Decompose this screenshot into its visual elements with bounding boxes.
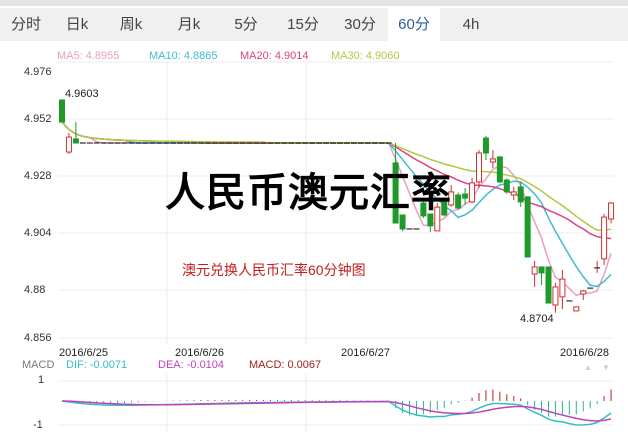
y-tick: 4.976 bbox=[24, 66, 52, 78]
tab-monthly[interactable]: 月k bbox=[177, 16, 201, 33]
candle-body bbox=[580, 290, 587, 295]
ma30-legend: MA30: 4.9060 bbox=[331, 50, 400, 62]
overlay-subtitle: 澳元兑换人民币汇率60分钟图 bbox=[182, 262, 366, 278]
candle-body bbox=[462, 193, 469, 199]
candle-body bbox=[601, 216, 608, 260]
candle-body bbox=[441, 199, 448, 216]
candle-body bbox=[72, 138, 79, 144]
candle-body bbox=[65, 136, 72, 153]
candle-body bbox=[455, 194, 462, 209]
period-tabs: 分时 日k 周k 月k 5分 15分 30分 60分 4h bbox=[0, 8, 628, 41]
max-price-label: 4.9603 bbox=[65, 88, 99, 100]
candle-body bbox=[524, 196, 531, 258]
candle-body bbox=[496, 156, 503, 183]
date-tick: 2016/6/26 bbox=[175, 347, 224, 359]
ma20-legend: MA20: 4.9014 bbox=[240, 50, 309, 62]
y-tick: 4.904 bbox=[24, 227, 52, 239]
y-tick: 4.928 bbox=[24, 170, 52, 182]
date-tick: 2016/6/25 bbox=[59, 347, 108, 359]
candle-body bbox=[59, 99, 65, 123]
candle-body bbox=[482, 137, 489, 154]
tab-60min[interactable]: 60分 bbox=[388, 8, 440, 41]
candle-body bbox=[545, 266, 552, 304]
ma5-legend: MA5: 4.8955 bbox=[57, 50, 120, 62]
ma30-line bbox=[61, 121, 612, 232]
macd-tick: 1 bbox=[38, 374, 45, 386]
candle-body bbox=[608, 202, 615, 220]
macd-value-legend: MACD: 0.0067 bbox=[249, 359, 322, 371]
tab-5min[interactable]: 5分 bbox=[234, 16, 258, 33]
top-border bbox=[0, 0, 628, 6]
candle-body bbox=[531, 266, 538, 275]
candle-body bbox=[503, 179, 510, 193]
candle-body bbox=[573, 306, 580, 312]
tab-30min[interactable]: 30分 bbox=[344, 16, 376, 33]
date-tick: 2016/6/27 bbox=[341, 347, 390, 359]
candle-body bbox=[399, 214, 406, 230]
tab-4h[interactable]: 4h bbox=[462, 16, 480, 33]
candle-body bbox=[469, 182, 476, 203]
macd-tick: -1 bbox=[33, 419, 43, 431]
min-price-label: 4.8704 bbox=[520, 313, 554, 325]
scroll-down-icon[interactable]: ▼ bbox=[602, 363, 610, 372]
dea-legend: DEA: -0.0104 bbox=[158, 359, 225, 371]
candle-body bbox=[427, 213, 434, 227]
y-tick: 4.856 bbox=[24, 332, 52, 344]
candle-body bbox=[489, 158, 496, 163]
candle-body bbox=[420, 202, 427, 217]
y-tick: 4.88 bbox=[24, 284, 46, 296]
tab-timeshare[interactable]: 分时 bbox=[10, 16, 41, 33]
tab-15min[interactable]: 15分 bbox=[287, 16, 319, 33]
overlay-title: 人民币澳元汇率 bbox=[165, 171, 452, 215]
candle-body bbox=[392, 162, 399, 224]
macd-title: MACD bbox=[22, 359, 55, 371]
candle-body bbox=[510, 191, 517, 196]
date-tick: 2016/6/28 bbox=[560, 347, 609, 359]
candle-body bbox=[448, 191, 455, 206]
candle-body bbox=[552, 286, 559, 306]
candle-body bbox=[476, 152, 482, 183]
ma10-legend: MA10: 4.8865 bbox=[149, 50, 218, 62]
candle-body bbox=[559, 278, 566, 298]
candle-body bbox=[434, 206, 441, 232]
dea-line bbox=[61, 400, 612, 422]
dif-legend: DIF: -0.0071 bbox=[66, 359, 128, 371]
candle-body bbox=[517, 186, 524, 203]
y-tick: 4.952 bbox=[24, 113, 52, 125]
tab-daily[interactable]: 日k bbox=[65, 16, 89, 33]
candle-body bbox=[538, 266, 545, 274]
scroll-up-icon[interactable]: ▲ bbox=[584, 363, 592, 372]
tab-weekly[interactable]: 周k bbox=[119, 16, 143, 33]
